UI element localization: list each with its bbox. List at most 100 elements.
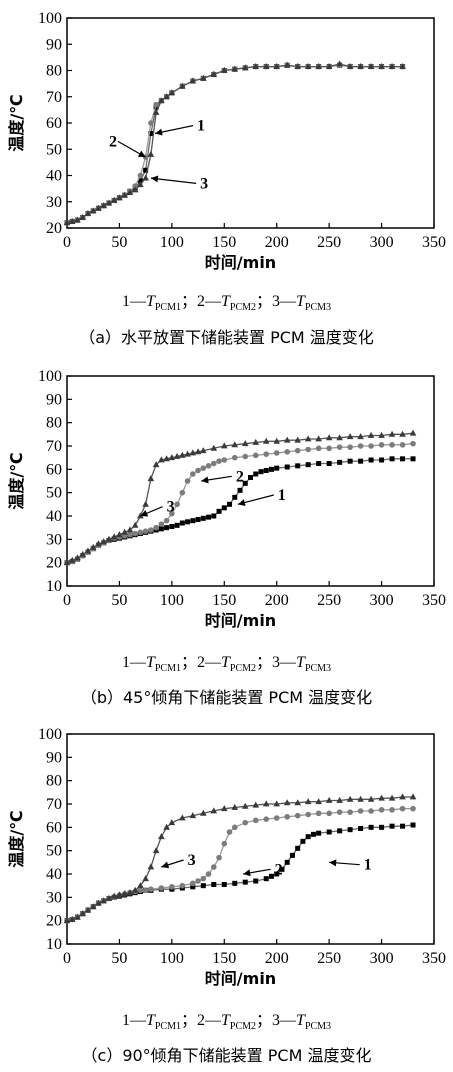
x-tick-label: 250 (317, 234, 341, 251)
data-point-circle (294, 447, 301, 454)
legend-a: 1—TPCM1；2—TPCM2；3—TPCM3 (0, 287, 453, 313)
x-tick-label: 100 (160, 234, 184, 251)
data-point-triangle (163, 455, 170, 462)
data-point-circle (190, 471, 196, 477)
data-point-triangle (252, 438, 260, 445)
curve-label: 1 (197, 118, 205, 135)
data-point-circle (200, 875, 207, 882)
data-point-triangle (200, 74, 207, 81)
annotation-arrowhead (161, 861, 170, 869)
data-point-triangle (79, 910, 87, 917)
data-point-circle (195, 878, 201, 884)
data-point-square (242, 480, 248, 486)
data-point-triangle (74, 554, 81, 561)
data-point-triangle (200, 809, 207, 816)
annotation-arrowhead (137, 150, 146, 158)
data-point-triangle (189, 449, 197, 456)
chart-panel-c: 10 20 30 40 50 60 70 80 90 100 0 50 100 150 200 250 300 3… (0, 716, 453, 1072)
data-point-circle (153, 101, 159, 108)
data-point-triangle (116, 194, 123, 201)
data-point-triangle (158, 456, 165, 463)
data-point-triangle (357, 795, 364, 802)
data-point-square (347, 458, 353, 464)
data-point-triangle (152, 108, 160, 115)
data-point-triangle (315, 798, 322, 805)
data-point-square (268, 466, 274, 472)
data-point-triangle (325, 796, 333, 803)
y-tick-label: 20 (46, 555, 62, 572)
data-point-square (211, 513, 217, 519)
data-point-square (221, 505, 227, 511)
series-line (66, 808, 413, 922)
data-point-circle (127, 531, 133, 538)
chart-a: 20 30 40 50 60 70 80 90 100 0 50 100 150 200 250 300 350… (7, 10, 446, 272)
data-point-circle (221, 457, 228, 463)
data-point-triangle (294, 799, 301, 806)
x-tick-label: 350 (422, 950, 446, 967)
legend-name-1: T (145, 654, 155, 671)
curve-label: 2 (275, 861, 283, 878)
data-point-square (200, 515, 206, 521)
data-point-square (305, 462, 311, 468)
data-point-triangle (241, 802, 249, 809)
y-tick-label: 90 (46, 36, 62, 53)
x-tick-label: 50 (111, 592, 127, 609)
data-point-circle (410, 805, 416, 812)
y-tick-label: 60 (46, 461, 62, 478)
data-point-triangle (168, 454, 176, 461)
y-tick-label: 70 (46, 796, 62, 813)
chart-b: 10 20 30 40 50 60 70 80 90 100 0 50 100 150 200 250 300 3… (7, 368, 446, 630)
curve-label: 3 (188, 852, 196, 869)
data-point-triangle (210, 444, 218, 451)
legend-name-3: T (296, 293, 305, 310)
data-point-circle (169, 884, 175, 890)
data-point-triangle (315, 62, 322, 69)
y-tick-label: 20 (46, 913, 62, 930)
data-point-triangle (346, 433, 354, 440)
data-point-circle (221, 840, 228, 847)
y-tick-label: 10 (46, 578, 62, 595)
data-point-square (279, 866, 285, 872)
x-tick-label: 200 (265, 950, 289, 967)
data-point-square (263, 876, 269, 882)
data-point-triangle (95, 204, 102, 211)
data-point-square (211, 882, 217, 887)
data-point-triangle (68, 217, 76, 224)
legend-prefix-1: 1— (121, 1012, 146, 1029)
data-point-circle (142, 887, 149, 894)
chart-c: 10 20 30 40 50 60 70 80 90 100 0 50 100 150 200 250 300 3… (7, 726, 446, 988)
curve-label: 2 (109, 133, 117, 150)
x-tick-label: 100 (160, 592, 184, 609)
data-point-triangle (273, 62, 281, 69)
annotation-arrowhead (237, 499, 246, 506)
data-point-circle (216, 854, 222, 861)
annotation-arrowhead (243, 869, 251, 877)
data-point-circle (148, 886, 154, 892)
y-tick-label: 100 (38, 368, 62, 385)
annotation-line (150, 177, 197, 184)
x-tick-label: 350 (422, 234, 446, 251)
data-point-triangle (168, 89, 176, 96)
legend-sub-2: PCM2 (229, 1021, 257, 1033)
x-tick-label: 250 (317, 592, 341, 609)
data-point-triangle (63, 917, 71, 924)
data-point-triangle (283, 61, 291, 68)
data-point-square (185, 519, 191, 525)
y-tick-label: 100 (38, 726, 62, 743)
data-point-triangle (252, 801, 260, 808)
annotation-arrowhead (150, 175, 159, 183)
data-point-triangle (336, 796, 343, 803)
data-point-circle (368, 808, 374, 814)
data-point-circle (195, 467, 201, 474)
data-point-triangle (388, 62, 396, 69)
series-line (66, 824, 414, 922)
y-tick-label: 30 (46, 889, 62, 906)
legend-name-2: T (220, 1012, 230, 1029)
data-point-circle (142, 528, 149, 534)
data-point-circle (179, 882, 186, 889)
data-point-triangle (137, 882, 144, 889)
data-point-triangle (147, 475, 155, 482)
data-point-square (221, 882, 227, 887)
data-point-triangle (378, 794, 385, 801)
data-point-circle (132, 530, 138, 537)
